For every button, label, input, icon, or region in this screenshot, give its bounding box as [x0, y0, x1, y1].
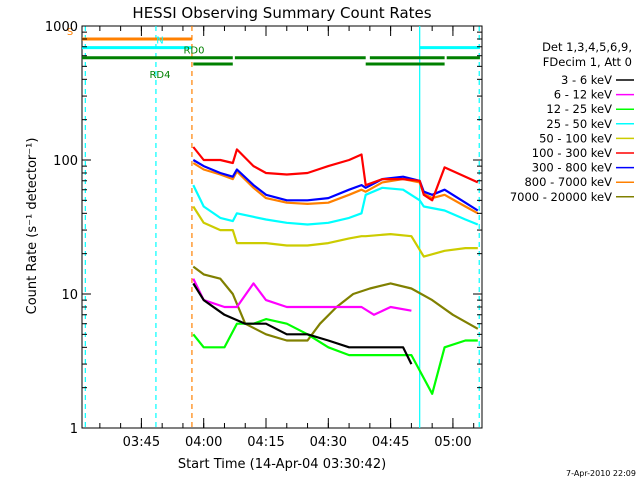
flag-label: RD0	[183, 46, 204, 57]
x-axis: 03:45 04:00 04:15 04:30 04:45 05:00	[99, 26, 475, 450]
chart-title: HESSI Observing Summary Count Rates	[132, 4, 431, 22]
legend-label: 800 - 7000 keV	[524, 175, 612, 189]
series-line	[192, 146, 479, 202]
series-line	[192, 265, 479, 342]
legend-label: 100 - 300 keV	[532, 146, 612, 160]
x-axis-label: Start Time (14-Apr-04 03:30:42)	[178, 457, 386, 472]
legend-label: 7000 - 20000 keV	[510, 190, 612, 204]
x-tick-label: 04:45	[372, 435, 409, 450]
legend-header-line-1: Det 1,3,4,5,6,9,	[542, 40, 632, 54]
legend-label: 25 - 50 keV	[546, 117, 612, 131]
series-line	[192, 162, 479, 215]
series-line	[192, 205, 478, 258]
flag-label: RD4	[149, 70, 170, 81]
legend-label: 12 - 25 keV	[546, 102, 612, 116]
legend-label: 6 - 12 keV	[554, 88, 612, 102]
series-line	[192, 278, 412, 316]
x-tick-label: 05:00	[434, 435, 471, 450]
series-line	[192, 184, 479, 226]
y-tick-label: 1	[70, 422, 78, 437]
y-tick-label: 10	[61, 288, 78, 303]
y-tick-label: 1000	[45, 20, 78, 35]
legend-label: 50 - 100 keV	[539, 131, 612, 145]
y-axis-label: Count Rate (s⁻¹ detector⁻¹)	[25, 138, 40, 315]
plot-frame	[81, 25, 483, 429]
flag-label: N	[156, 36, 163, 47]
series-line	[192, 318, 478, 395]
plot-area: S N RD0 RD4	[67, 25, 483, 429]
x-tick-label: 03:45	[123, 435, 160, 450]
x-tick-label: 04:00	[185, 435, 222, 450]
x-tick-label: 04:30	[310, 435, 347, 450]
flag-label: S	[67, 27, 73, 38]
y-tick-label: 100	[53, 154, 78, 169]
legend-header-line-2: FDecim 1, Att 0	[543, 55, 632, 69]
legend: Det 1,3,4,5,6,9, FDecim 1, Att 0 3 - 6 k…	[510, 40, 634, 204]
legend-label: 300 - 800 keV	[532, 161, 612, 175]
series-line	[192, 282, 413, 365]
legend-label: 3 - 6 keV	[561, 73, 612, 87]
timestamp: 7-Apr-2010 22:09	[566, 469, 636, 478]
x-tick-label: 04:15	[247, 435, 284, 450]
y-axis: 1 10 100 1000	[45, 20, 482, 437]
series-line	[192, 159, 479, 212]
